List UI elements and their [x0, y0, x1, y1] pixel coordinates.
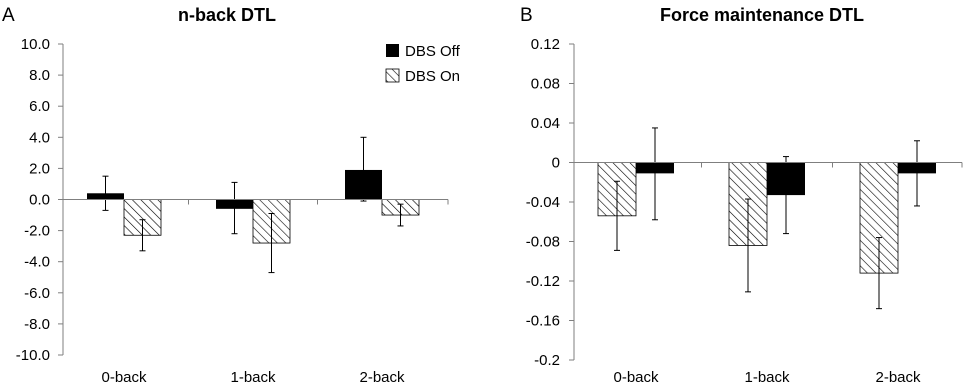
legend-swatch-dbs-off — [386, 44, 399, 57]
panel-a-y-tick-label: -6.0 — [24, 285, 50, 302]
panel-b-y-tick-label: 0.12 — [531, 36, 560, 53]
legend-swatch-dbs-on — [385, 68, 400, 83]
panel-a-y-tick-label: 10.0 — [21, 36, 50, 53]
panel-a-category-label: 0-back — [101, 369, 147, 386]
panel-b-category-label: 1-back — [744, 369, 790, 386]
panel-a-y-tick-label: 8.0 — [29, 67, 50, 84]
panel-a-y-tick-label: -4.0 — [24, 254, 50, 271]
panel-b-letter: B — [520, 5, 533, 26]
panel-a-y-tick-label: -2.0 — [24, 223, 50, 240]
panel-a-chart: A n-back DTL DBS Off DBS On 10.0 8.0 6.0 4.… — [2, 5, 461, 386]
legend-label-dbs-off: DBS Off — [405, 43, 461, 60]
panel-a-y-tick-label: 0.0 — [29, 192, 50, 209]
panel-b-chart: B Force maintenance DTL 0.12 0.08 0.04 0 -0.… — [520, 5, 963, 386]
legend: DBS Off DBS On — [385, 43, 461, 85]
panel-b-y-tick-label: -0.2 — [534, 352, 560, 369]
panel-a-y-tick-label: -10.0 — [16, 347, 50, 364]
panel-b-y-tick-label: -0.12 — [526, 273, 560, 290]
panel-a-title: n-back DTL — [178, 5, 276, 25]
panel-b-y-tick-label: -0.04 — [526, 194, 560, 211]
panel-a-y-tick-label: 4.0 — [29, 129, 50, 146]
panel-a-y-tick-label: -8.0 — [24, 316, 50, 333]
panel-a-y-tick-label: 2.0 — [29, 160, 50, 177]
panel-b-y-tick-label: -0.16 — [526, 313, 560, 330]
legend-label-dbs-on: DBS On — [405, 68, 460, 85]
panel-b-y-tick-label: 0.04 — [531, 115, 560, 132]
panel-a-category-label: 2-back — [359, 369, 405, 386]
panel-a-category-label: 1-back — [230, 369, 276, 386]
panel-b-y-tick-label: 0.08 — [531, 76, 560, 93]
panel-a-letter: A — [2, 5, 15, 26]
panel-b-y-tick-label: 0 — [552, 155, 560, 172]
panel-b-title: Force maintenance DTL — [660, 5, 864, 25]
panel-b-category-label: 0-back — [613, 369, 659, 386]
panel-b-category-label: 2-back — [875, 369, 921, 386]
panel-b-y-tick-label: -0.08 — [526, 234, 560, 251]
panel-a-y-tick-label: 6.0 — [29, 98, 50, 115]
